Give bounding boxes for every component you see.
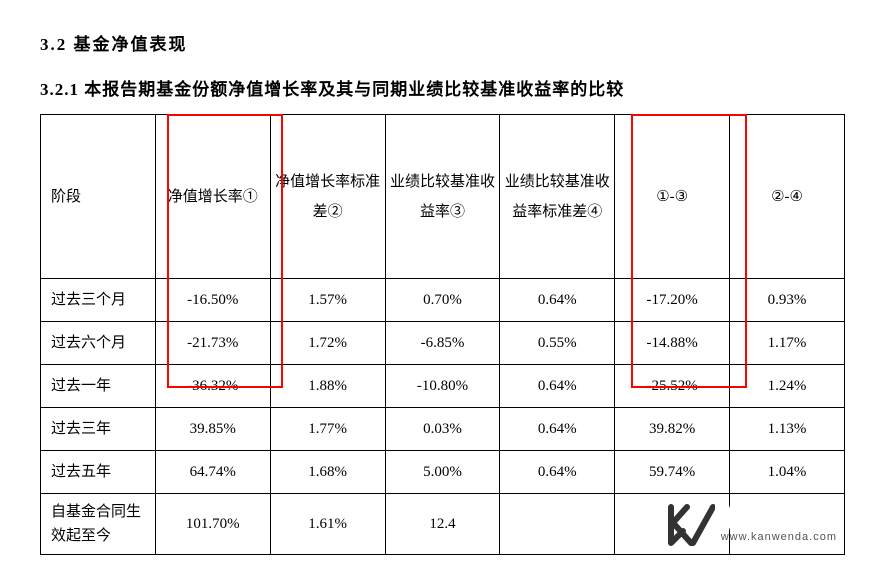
cell-value: -16.50% — [155, 279, 270, 322]
col-benchmark-std-header: 业绩比较基准收益率标准差④ — [500, 115, 615, 279]
cell-value: 12.4 — [385, 494, 500, 555]
cell-value: 1.77% — [270, 408, 385, 451]
cell-value: -36.32% — [155, 365, 270, 408]
performance-table: 阶段 净值增长率① 净值增长率标准差② 业绩比较基准收益率③ 业绩比较基准收益率… — [40, 114, 845, 555]
cell-value: 1.04% — [730, 451, 845, 494]
cell-value: 0.64% — [500, 279, 615, 322]
cell-value: 1.72% — [270, 322, 385, 365]
cell-value: -21.73% — [155, 322, 270, 365]
cell-period: 过去五年 — [41, 451, 156, 494]
table-row: 过去六个月 -21.73% 1.72% -6.85% 0.55% -14.88%… — [41, 322, 845, 365]
cell-value: -10.80% — [385, 365, 500, 408]
col-nav-growth-header: 净值增长率① — [155, 115, 270, 279]
cell-value: 1.61% — [270, 494, 385, 555]
cell-value: 5.00% — [385, 451, 500, 494]
cell-value: 0.93% — [730, 279, 845, 322]
table-row: 过去三个月 -16.50% 1.57% 0.70% 0.64% -17.20% … — [41, 279, 845, 322]
cell-value: 0.03% — [385, 408, 500, 451]
cell-value — [500, 494, 615, 555]
col-period-header: 阶段 — [41, 115, 156, 279]
subsection-heading: 3.2.1 本报告期基金份额净值增长率及其与同期业绩比较基准收益率的比较 — [40, 75, 845, 100]
cell-period: 自基金合同生效起至今 — [41, 494, 156, 555]
table-row: 过去五年 64.74% 1.68% 5.00% 0.64% 59.74% 1.0… — [41, 451, 845, 494]
table-header-row: 阶段 净值增长率① 净值增长率标准差② 业绩比较基准收益率③ 业绩比较基准收益率… — [41, 115, 845, 279]
watermark-text: 看问答 www.kanwenda.com — [721, 507, 837, 543]
col-diff13-header: ①-③ — [615, 115, 730, 279]
cell-value: -17.20% — [615, 279, 730, 322]
cell-value: 64.74% — [155, 451, 270, 494]
table-row: 过去三年 39.85% 1.77% 0.03% 0.64% 39.82% 1.1… — [41, 408, 845, 451]
cell-period: 过去一年 — [41, 365, 156, 408]
cell-value: 0.64% — [500, 365, 615, 408]
cell-period: 过去三个月 — [41, 279, 156, 322]
cell-period: 过去三年 — [41, 408, 156, 451]
cell-period: 过去六个月 — [41, 322, 156, 365]
cell-value: 39.82% — [615, 408, 730, 451]
table-row: 过去一年 -36.32% 1.88% -10.80% 0.64% -25.52%… — [41, 365, 845, 408]
cell-value: 1.13% — [730, 408, 845, 451]
col-benchmark-return-header: 业绩比较基准收益率③ — [385, 115, 500, 279]
cell-value: 0.64% — [500, 451, 615, 494]
cell-value: 0.64% — [500, 408, 615, 451]
section-heading: 3.2 基金净值表现 — [40, 30, 845, 55]
cell-value: -14.88% — [615, 322, 730, 365]
cell-value: 101.70% — [155, 494, 270, 555]
cell-value: 59.74% — [615, 451, 730, 494]
col-nav-growth-std-header: 净值增长率标准差② — [270, 115, 385, 279]
cell-value: 39.85% — [155, 408, 270, 451]
table-container: 阶段 净值增长率① 净值增长率标准差② 业绩比较基准收益率③ 业绩比较基准收益率… — [40, 114, 845, 555]
cell-value: 1.24% — [730, 365, 845, 408]
cell-value: 1.17% — [730, 322, 845, 365]
cell-value: 0.70% — [385, 279, 500, 322]
watermark-cn: 看问答 — [721, 507, 837, 531]
cell-value: -6.85% — [385, 322, 500, 365]
cell-value: 1.68% — [270, 451, 385, 494]
cell-value: 1.57% — [270, 279, 385, 322]
cell-value: 0.55% — [500, 322, 615, 365]
cell-value: -25.52% — [615, 365, 730, 408]
watermark-logo-icon — [667, 503, 715, 547]
watermark: 看问答 www.kanwenda.com — [667, 503, 837, 547]
watermark-en: www.kanwenda.com — [721, 531, 837, 543]
cell-value: 1.88% — [270, 365, 385, 408]
col-diff24-header: ②-④ — [730, 115, 845, 279]
